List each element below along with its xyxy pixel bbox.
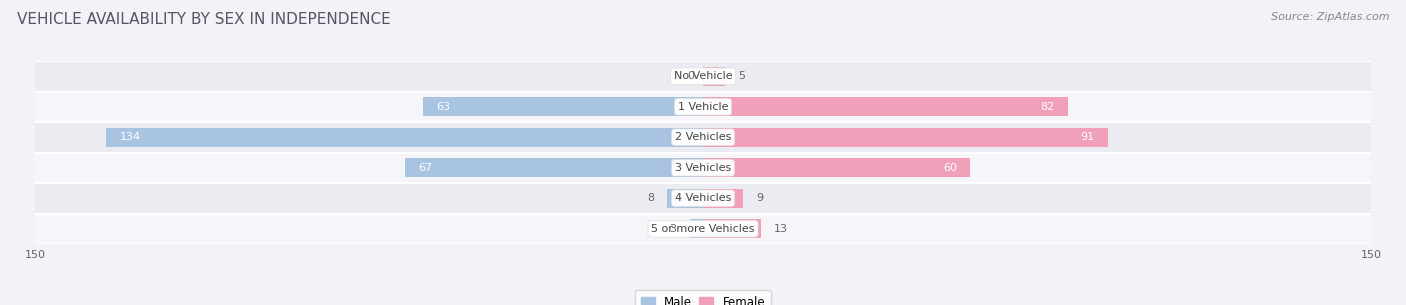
Text: 91: 91 [1081, 132, 1095, 142]
Text: 3: 3 [669, 224, 676, 234]
Text: 1 Vehicle: 1 Vehicle [678, 102, 728, 112]
Text: 63: 63 [436, 102, 450, 112]
Text: Source: ZipAtlas.com: Source: ZipAtlas.com [1271, 12, 1389, 22]
Bar [703, 67, 725, 86]
Bar [668, 189, 703, 208]
Text: 5: 5 [738, 71, 745, 81]
Legend: Male, Female: Male, Female [634, 290, 772, 305]
Bar [422, 97, 703, 116]
Text: 5 or more Vehicles: 5 or more Vehicles [651, 224, 755, 234]
Text: 8: 8 [647, 193, 654, 203]
Bar [107, 128, 703, 147]
Bar [35, 152, 1371, 183]
Bar [35, 183, 1371, 214]
Text: 0: 0 [688, 71, 695, 81]
Text: 2 Vehicles: 2 Vehicles [675, 132, 731, 142]
Text: 134: 134 [120, 132, 141, 142]
Bar [689, 219, 703, 238]
Text: No Vehicle: No Vehicle [673, 71, 733, 81]
Text: 3 Vehicles: 3 Vehicles [675, 163, 731, 173]
Text: VEHICLE AVAILABILITY BY SEX IN INDEPENDENCE: VEHICLE AVAILABILITY BY SEX IN INDEPENDE… [17, 12, 391, 27]
Text: 4 Vehicles: 4 Vehicles [675, 193, 731, 203]
Bar [405, 158, 703, 177]
Bar [703, 158, 970, 177]
Bar [35, 61, 1371, 92]
Text: 82: 82 [1040, 102, 1054, 112]
Text: 9: 9 [756, 193, 763, 203]
Text: 67: 67 [418, 163, 432, 173]
Bar [703, 189, 742, 208]
Bar [35, 214, 1371, 244]
Bar [703, 219, 761, 238]
Text: 13: 13 [775, 224, 789, 234]
Bar [35, 92, 1371, 122]
Bar [35, 122, 1371, 152]
Bar [703, 97, 1069, 116]
Bar [703, 128, 1108, 147]
Text: 60: 60 [943, 163, 956, 173]
